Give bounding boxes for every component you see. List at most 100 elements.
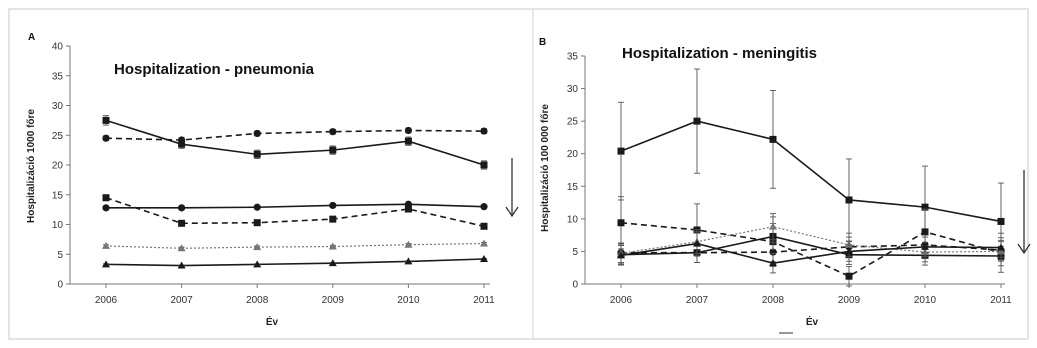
panel-a-series-3-point <box>480 222 488 230</box>
panel-a-series-4-line <box>106 203 485 209</box>
panel-b-series-6-point <box>769 259 777 267</box>
panel-a-y-tick-label: 15 <box>52 190 64 201</box>
panel-a-y-tick-label: 35 <box>52 71 64 82</box>
panel-b-y-tick-label: 20 <box>567 149 579 160</box>
panel-a-x-tick-label: 2006 <box>95 295 118 306</box>
panel-a-series-3-point <box>178 219 186 227</box>
panel-b-series-6-point <box>997 243 1005 251</box>
panel-b-plot: 0 5 10 15 20 25 30 35 2006 2007 2008 2009 2010 2011 <box>567 52 1012 307</box>
panel-b-series-6-point <box>693 239 701 247</box>
panel-b-series-1-point <box>769 135 777 143</box>
panel-b-series-6-point <box>845 247 853 255</box>
panel-b-series-5-point <box>769 222 777 230</box>
panel-a-series-1-point <box>102 116 110 124</box>
panel-b-series-1-point <box>921 203 929 211</box>
panel-a-series-2-point <box>404 126 412 135</box>
panel-b-y-tick-label: 30 <box>567 84 579 95</box>
panel-a-series-2-point <box>102 134 110 142</box>
panel-a-series-5-point <box>404 240 413 248</box>
panel-b-xlabel: Év <box>806 315 819 328</box>
panel-a-series-5-point <box>253 243 262 251</box>
panel-b-series-1-point <box>997 217 1005 225</box>
panel-a-series-4-point <box>178 204 186 212</box>
panel-b-y-tick-label: 15 <box>567 182 579 193</box>
panel-a-series-2-point <box>253 129 261 138</box>
panel-b-series-2-point <box>921 228 929 236</box>
panel-a-series-6-line <box>105 258 485 267</box>
panel-b-y-tick-label: 10 <box>567 214 579 225</box>
panel-b-series-1-point <box>845 196 853 204</box>
panel-a-series-1-point <box>404 137 412 145</box>
panel-a-series-4-point <box>329 201 337 210</box>
panel-b-series-1-point <box>693 117 701 125</box>
panel-b-x-tick-label: 2009 <box>838 295 861 306</box>
panel-a-series-4-point <box>404 200 412 208</box>
panel-b-series-1-line <box>620 120 1002 223</box>
panel-a-y-tick-label: 25 <box>52 131 64 142</box>
panel-b-y-tick-label: 25 <box>567 117 579 128</box>
panel-a-series-2-point <box>178 136 186 144</box>
panel-b-trend-arrow-head <box>1017 243 1031 255</box>
panel-b-x-tick-label: 2006 <box>610 295 633 306</box>
panel-b-series-6-point <box>921 242 929 250</box>
panel-b-series-6-line <box>620 242 1002 264</box>
panel-a-series-1-point <box>480 161 488 169</box>
panel-a-y-tick-label: 20 <box>52 161 64 172</box>
panel-a-series-6-point <box>102 260 110 268</box>
panel-a-series-2-line <box>105 129 485 141</box>
panel-a-series-6-point <box>480 255 488 263</box>
panel-b-series-2-line <box>620 221 1002 278</box>
panel-a-x-tick-label: 2011 <box>473 295 495 306</box>
panel-a-series-4-point <box>480 203 488 211</box>
panel-a-y-tick-label: 5 <box>57 250 63 261</box>
panel-a-series-4-point <box>253 203 261 211</box>
panel-a-y-tick-label: 0 <box>57 280 63 291</box>
panel-a-series-2-point <box>480 127 488 135</box>
panel-a-series-1-point <box>329 146 337 154</box>
panel-a-series-4-point <box>102 204 110 212</box>
panel-b-series-6-point <box>617 251 625 259</box>
panel-a-series-3-point <box>253 219 261 227</box>
panel-a-label: A <box>28 32 35 43</box>
panel-a-x-tick-label: 2009 <box>322 295 345 306</box>
panel-a-series-6-point <box>253 260 262 268</box>
figure-frame <box>8 8 1029 340</box>
panel-b-series-4-line <box>620 235 1002 257</box>
panel-a-y-tick-label: 30 <box>52 101 64 112</box>
panel-b-y-tick-label: 0 <box>572 280 578 291</box>
panel-a-series-6-point <box>177 261 186 269</box>
panel-b-series-2-point <box>845 272 853 280</box>
panel-a-series-6-point <box>328 259 337 267</box>
panel-b-x-tick-label: 2011 <box>990 295 1012 306</box>
panel-a-series-5-point <box>480 239 488 247</box>
panel-a-x-tick-label: 2007 <box>170 295 193 306</box>
panel-a-y-tick-label: 40 <box>52 42 64 53</box>
panel-b-x-tick-label: 2007 <box>686 295 709 306</box>
panel-b-y-tick-label: 35 <box>567 52 579 63</box>
panel-a-title: Hospitalization - pneumonia <box>114 61 315 78</box>
panel-a-series-3-line <box>105 196 485 228</box>
panel-b-series-3-point <box>769 248 777 256</box>
panel-b-x-tick-label: 2008 <box>762 295 785 306</box>
panel-a-trend-arrow-head <box>505 206 519 218</box>
panel-a-ylabel: Hospitalizáció 1000 főre <box>26 109 37 223</box>
panel-a-series-3-point <box>404 205 412 213</box>
panel-a-series-5-line <box>105 242 485 249</box>
panel-a-series-3-point <box>329 215 337 223</box>
panel-b-series-2-point <box>617 219 625 227</box>
panel-a-series-5-point <box>328 242 337 250</box>
panel-a-series-3-point <box>102 194 110 202</box>
panel-a-y-tick-label: 10 <box>52 220 64 231</box>
panel-a-series-1-point <box>178 140 186 148</box>
panel-b-ylabel: Hospitalizáció 100 000 főre <box>540 104 551 232</box>
panel-a-x-tick-label: 2010 <box>397 295 420 306</box>
panel-b-y-tick-label: 5 <box>572 247 578 258</box>
panel-b-series-1-point <box>617 147 625 155</box>
panel-a-plot: 0 5 10 15 20 25 30 35 40 2006 2007 2008 2009 2010 2011 <box>52 42 495 307</box>
panel-a-series-2-point <box>329 128 337 136</box>
panel-a-series-5-point <box>102 241 110 249</box>
panel-b-label: B <box>539 37 546 48</box>
panel-a-series-5-point <box>177 244 186 252</box>
